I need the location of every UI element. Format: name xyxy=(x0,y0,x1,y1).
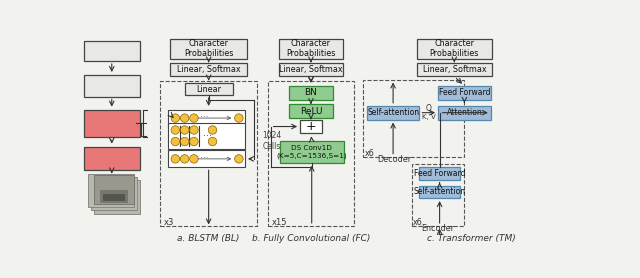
Text: Encoder: Encoder xyxy=(420,224,454,234)
Text: a. BLSTM (BL): a. BLSTM (BL) xyxy=(177,234,240,244)
Text: ···: ··· xyxy=(200,113,209,123)
Circle shape xyxy=(208,126,217,134)
FancyBboxPatch shape xyxy=(168,123,245,149)
FancyBboxPatch shape xyxy=(438,106,491,120)
FancyBboxPatch shape xyxy=(168,110,245,126)
Text: Q: Q xyxy=(426,103,432,113)
Circle shape xyxy=(235,114,243,122)
Text: x3: x3 xyxy=(164,217,174,227)
Circle shape xyxy=(189,137,198,146)
Text: Linear, Softmax: Linear, Softmax xyxy=(177,65,241,74)
FancyBboxPatch shape xyxy=(184,83,233,95)
FancyBboxPatch shape xyxy=(279,63,343,76)
Text: DS Conv1D
(K=5,C=1536,S=1): DS Conv1D (K=5,C=1536,S=1) xyxy=(276,145,347,159)
FancyBboxPatch shape xyxy=(170,39,248,59)
Text: ReLU: ReLU xyxy=(300,107,322,116)
FancyBboxPatch shape xyxy=(84,41,140,61)
Text: x6: x6 xyxy=(365,149,375,158)
Text: c. Transformer (TM): c. Transformer (TM) xyxy=(427,234,516,244)
Text: Attention: Attention xyxy=(447,108,483,117)
FancyBboxPatch shape xyxy=(419,167,460,180)
Text: Self-attention: Self-attention xyxy=(367,108,419,117)
Text: Linear, Softmax: Linear, Softmax xyxy=(279,65,343,74)
FancyBboxPatch shape xyxy=(438,86,491,100)
Text: b. Fully Convolutional (FC): b. Fully Convolutional (FC) xyxy=(252,234,370,244)
Text: Feed Forward: Feed Forward xyxy=(438,88,490,97)
Text: ···: ··· xyxy=(204,131,212,141)
Text: +: + xyxy=(306,120,316,133)
Circle shape xyxy=(171,126,180,134)
Circle shape xyxy=(189,155,198,163)
FancyBboxPatch shape xyxy=(100,190,128,203)
Text: ···: ··· xyxy=(200,154,209,163)
Text: Feed Forward: Feed Forward xyxy=(414,169,465,178)
FancyBboxPatch shape xyxy=(103,193,125,201)
FancyBboxPatch shape xyxy=(88,173,134,207)
FancyBboxPatch shape xyxy=(417,39,492,59)
Circle shape xyxy=(208,137,217,146)
Text: Linear: Linear xyxy=(196,85,221,94)
FancyBboxPatch shape xyxy=(367,106,419,120)
Text: Self-attention: Self-attention xyxy=(413,187,466,197)
Circle shape xyxy=(189,126,198,134)
FancyBboxPatch shape xyxy=(91,177,138,210)
Text: Character
Probabilities: Character Probabilities xyxy=(184,39,234,58)
Circle shape xyxy=(171,114,180,122)
FancyBboxPatch shape xyxy=(168,150,245,167)
Circle shape xyxy=(171,155,180,163)
Circle shape xyxy=(180,137,189,146)
FancyBboxPatch shape xyxy=(84,75,140,96)
FancyBboxPatch shape xyxy=(84,147,140,170)
FancyBboxPatch shape xyxy=(94,180,140,214)
FancyBboxPatch shape xyxy=(170,63,248,76)
FancyBboxPatch shape xyxy=(300,120,322,133)
Circle shape xyxy=(171,137,180,146)
Text: x6: x6 xyxy=(413,218,423,227)
FancyBboxPatch shape xyxy=(419,186,460,198)
Circle shape xyxy=(180,155,189,163)
Circle shape xyxy=(235,155,243,163)
FancyBboxPatch shape xyxy=(94,175,134,204)
FancyBboxPatch shape xyxy=(417,63,492,76)
Text: Decoder: Decoder xyxy=(378,155,412,164)
Text: x15: x15 xyxy=(272,217,288,227)
Circle shape xyxy=(189,114,198,122)
Text: Linear, Softmax: Linear, Softmax xyxy=(422,65,486,74)
Text: Character
Probabilities: Character Probabilities xyxy=(429,39,479,58)
FancyBboxPatch shape xyxy=(289,86,333,100)
Text: BN: BN xyxy=(305,88,317,97)
FancyBboxPatch shape xyxy=(84,110,140,137)
FancyBboxPatch shape xyxy=(289,104,333,118)
Text: Character
Probabilities: Character Probabilities xyxy=(286,39,335,58)
FancyBboxPatch shape xyxy=(280,141,344,163)
Text: 1024
Cells: 1024 Cells xyxy=(262,131,282,151)
FancyBboxPatch shape xyxy=(279,39,343,59)
Circle shape xyxy=(180,126,189,134)
Text: K, V: K, V xyxy=(422,113,436,120)
Circle shape xyxy=(180,114,189,122)
